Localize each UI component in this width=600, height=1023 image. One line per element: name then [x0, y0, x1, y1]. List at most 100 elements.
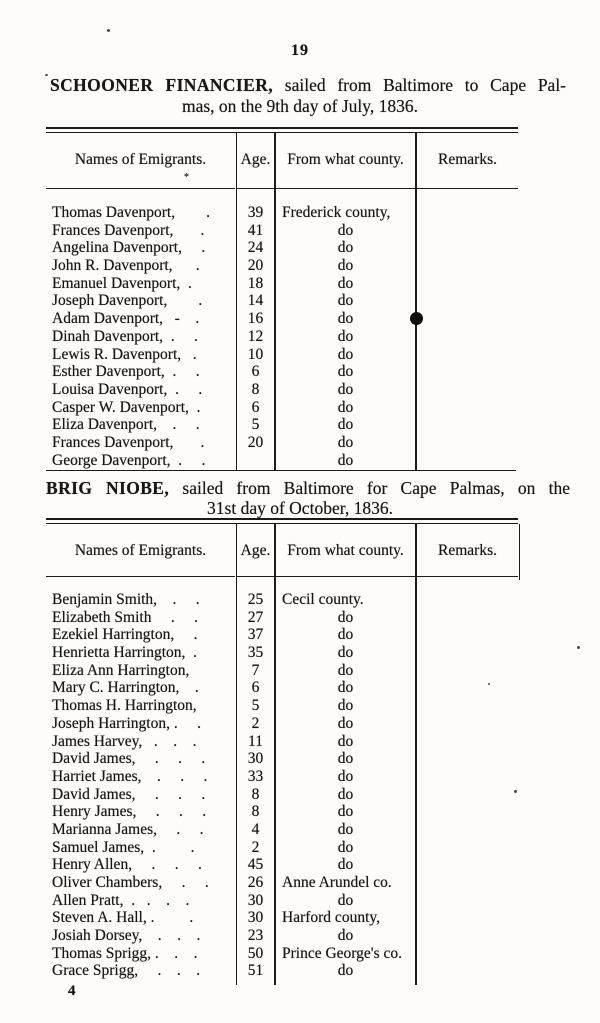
emigrant-age: 2 — [251, 714, 260, 732]
emigrant-name: Casper W. Davenport, . — [52, 398, 201, 416]
emigrant-county: do — [337, 257, 354, 275]
emigrant-age: 37 — [247, 626, 264, 644]
emigrant-county: do — [337, 292, 354, 310]
emigrant-name: Henrietta Harrington, . — [52, 644, 198, 662]
emigrant-name: Marianna James, . . — [52, 820, 204, 838]
table-row: Elizabeth Smith . . 27 do — [0, 609, 600, 627]
schooner-title-rest: sailed from Baltimore to Cape Pal- — [273, 75, 567, 95]
emigrant-remarks — [417, 434, 517, 452]
emigrant-county: do — [337, 398, 354, 416]
emigrant-remarks — [417, 768, 517, 786]
emigrant-name: James Harvey, . . . — [52, 732, 197, 750]
emigrant-name: Henry Allen, . . . — [52, 856, 202, 874]
emigrant-remarks — [417, 839, 517, 857]
emigrant-county: do — [337, 327, 354, 345]
column-header-names: Names of Emigrants. — [46, 531, 235, 577]
brig-title-line1: BRIG NIOBE, sailed from Baltimore for Ca… — [46, 478, 570, 498]
emigrant-county: do — [337, 927, 354, 945]
emigrant-county: do — [337, 838, 354, 856]
emigrant-remarks — [417, 399, 517, 417]
emigrant-name: Henry James, . . . — [52, 803, 207, 821]
emigrant-name: Frances Davenport, . — [52, 433, 205, 451]
column-header-county: From what county. — [276, 531, 415, 577]
table-top-double-rule — [46, 127, 518, 133]
emigrant-county: do — [337, 380, 354, 398]
emigrant-age: 30 — [247, 750, 264, 768]
table-row: Thomas H. Harrington, 5 do — [0, 697, 600, 715]
emigrant-age: 14 — [247, 292, 264, 310]
column-header-remarks: Remarks. — [417, 140, 518, 189]
emigrant-name: Benjamin Smith, . . — [52, 591, 200, 608]
table-row: Emanuel Davenport, . 18 do — [0, 275, 600, 293]
emigrant-name: Thomas Sprigg, . . . — [52, 944, 198, 962]
table-row: Thomas Sprigg, . . . 50 Prince George's co… — [0, 945, 600, 963]
emigrant-age: 33 — [247, 767, 264, 785]
emigrant-county: do — [337, 767, 354, 785]
emigrant-county: do — [337, 451, 354, 469]
emigrant-name: Harriet James, . . . — [52, 767, 208, 785]
table-row: Henry Allen, . . . 45 do — [0, 856, 600, 874]
brig-title-rest: sailed from Baltimore for Cape Palmas, o… — [169, 478, 570, 498]
emigrant-name: David James, . . . — [52, 750, 206, 768]
emigrant-age: 4 — [251, 820, 260, 838]
emigrant-name: Angelina Davenport, . — [52, 239, 206, 257]
emigrant-remarks — [417, 644, 517, 662]
emigrant-age: 6 — [251, 679, 260, 697]
emigrant-age: 35 — [247, 644, 264, 662]
emigrant-county: do — [337, 644, 354, 662]
table-row: Louisa Davenport, . . 8 do — [0, 381, 600, 399]
emigrant-name: Eliza Davenport, . . — [52, 416, 200, 434]
table2-body: Benjamin Smith, . . 25 Cecil county. Elizab… — [0, 591, 600, 980]
emigrant-county: Anne Arundel co. — [282, 874, 392, 891]
emigrant-age: 5 — [251, 416, 260, 434]
emigrant-name: Adam Davenport, - . — [52, 310, 200, 328]
emigrant-name: Thomas Davenport, . — [52, 204, 210, 221]
table-row: Dinah Davenport, . . 12 do — [0, 328, 600, 346]
emigrant-county: do — [337, 274, 354, 292]
emigrant-age: 26 — [247, 874, 264, 891]
table-row: Adam Davenport, - . 16 do — [0, 310, 600, 328]
ink-speck — [107, 29, 110, 32]
table1-bottom-rule — [46, 470, 516, 471]
emigrant-county: do — [337, 697, 354, 715]
emigrant-name: Ezekiel Harrington, . — [52, 626, 198, 644]
emigrant-county: do — [337, 962, 354, 980]
column-rule — [415, 133, 417, 471]
emigrant-name: Allen Pratt, . . . . — [52, 891, 190, 909]
column-rule — [235, 133, 237, 471]
table-row: John R. Davenport, . 20 do — [0, 257, 600, 275]
emigrant-remarks — [417, 222, 517, 240]
table-row: David James, . . . 8 do — [0, 786, 600, 804]
emigrant-remarks — [417, 733, 517, 751]
page-number: 19 — [291, 42, 309, 59]
emigrant-county: Prince George's co. — [282, 944, 403, 962]
table-row: Benjamin Smith, . . 25 Cecil county. — [0, 591, 600, 609]
emigrant-age: 30 — [247, 891, 264, 909]
column-rule — [274, 133, 276, 471]
emigrant-name: Grace Sprigg, . . . — [52, 962, 201, 980]
emigrant-name: Joseph Harrington, . . — [52, 714, 201, 732]
ship-name: SCHOONER FINANCIER, — [50, 75, 274, 95]
table-row: Joseph Davenport, . 14 do — [0, 292, 600, 310]
emigrant-name: Mary C. Harrington, . — [52, 679, 199, 697]
emigrant-remarks — [417, 945, 517, 963]
emigrant-county: do — [337, 785, 354, 803]
emigrant-county: do — [337, 732, 354, 750]
schooner-title-line1: SCHOONER FINANCIER, sailed from Baltimor… — [50, 75, 566, 95]
column-rule — [274, 524, 276, 985]
emigrant-age: 5 — [251, 697, 260, 715]
emigrant-age: 16 — [247, 310, 264, 328]
emigrant-county: do — [337, 750, 354, 768]
emigrant-name: Lewis R. Davenport, . — [52, 345, 197, 363]
emigrant-county: do — [337, 363, 354, 381]
emigrant-name: Oliver Chambers, . . — [52, 874, 209, 891]
ship-name: BRIG NIOBE, — [46, 478, 170, 498]
table-row: George Davenport, . . do — [0, 452, 600, 470]
column-rule — [415, 524, 417, 985]
signature-mark: 4 — [68, 983, 76, 999]
table-row: Frances Davenport, . 20 do — [0, 434, 600, 452]
emigrant-remarks — [417, 856, 517, 874]
table-row: Thomas Davenport, . 39 Frederick county, — [0, 204, 600, 222]
table-row: Henrietta Harrington, . 35 do — [0, 644, 600, 662]
